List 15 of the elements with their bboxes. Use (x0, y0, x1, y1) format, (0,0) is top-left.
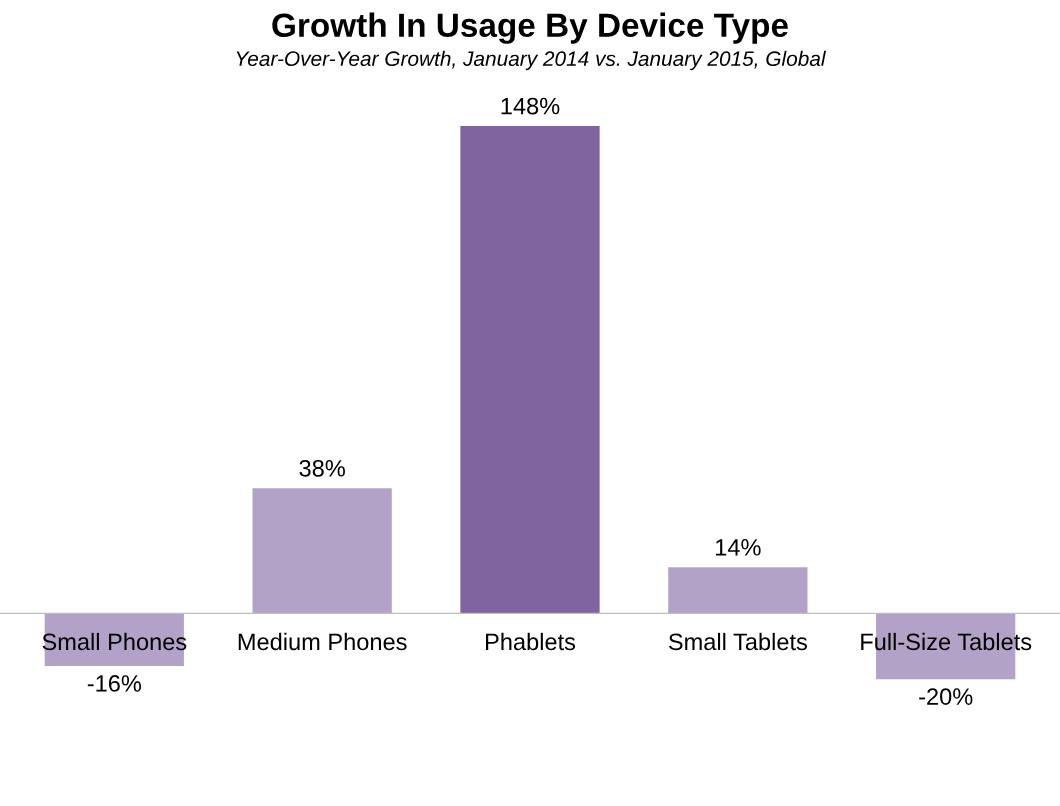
bar (460, 126, 600, 614)
x-tick-label: Medium Phones (238, 632, 407, 651)
data-label: -20% (919, 688, 973, 705)
chart-subtitle: Year-Over-Year Growth, January 2014 vs. January 2015, Global (236, 50, 826, 71)
bar (668, 567, 808, 614)
bar (252, 488, 392, 614)
chart-title: Growth In Usage By Device Type (272, 12, 788, 44)
x-tick-label: Small Tablets (668, 632, 807, 651)
data-label: 148% (501, 97, 560, 115)
data-label: -16% (87, 675, 142, 692)
x-tick-label: Full-Size Tablets (861, 632, 1032, 651)
data-label: 14% (716, 539, 761, 556)
data-label: 38% (299, 459, 345, 477)
x-tick-label: Phablets (486, 632, 576, 651)
x-tick-label: Small Phones (42, 632, 187, 651)
